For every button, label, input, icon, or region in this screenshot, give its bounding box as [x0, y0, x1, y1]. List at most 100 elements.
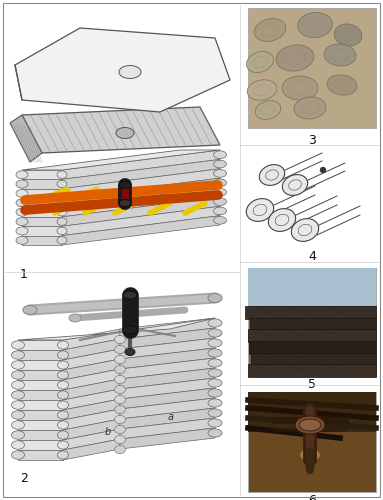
Polygon shape	[120, 408, 215, 429]
Polygon shape	[63, 419, 120, 440]
Ellipse shape	[11, 430, 25, 440]
Ellipse shape	[69, 314, 81, 322]
Ellipse shape	[57, 451, 69, 459]
Ellipse shape	[295, 416, 325, 434]
Ellipse shape	[213, 179, 226, 186]
Ellipse shape	[246, 198, 274, 222]
Ellipse shape	[16, 208, 28, 216]
Ellipse shape	[57, 236, 67, 244]
Ellipse shape	[125, 348, 135, 356]
Bar	[250, 318, 376, 330]
Ellipse shape	[57, 431, 69, 439]
Ellipse shape	[16, 227, 28, 235]
Ellipse shape	[208, 349, 222, 357]
Polygon shape	[18, 340, 63, 350]
Ellipse shape	[57, 381, 69, 389]
Ellipse shape	[247, 80, 277, 100]
Polygon shape	[120, 318, 215, 339]
Ellipse shape	[16, 190, 28, 198]
Ellipse shape	[115, 366, 126, 374]
Ellipse shape	[300, 449, 320, 461]
Ellipse shape	[208, 319, 222, 327]
Polygon shape	[22, 180, 62, 188]
Ellipse shape	[116, 128, 134, 138]
Ellipse shape	[57, 218, 67, 226]
Ellipse shape	[213, 198, 226, 205]
Ellipse shape	[119, 66, 141, 78]
Ellipse shape	[115, 356, 126, 364]
Ellipse shape	[11, 351, 25, 359]
Ellipse shape	[115, 406, 126, 413]
Ellipse shape	[57, 171, 67, 178]
Polygon shape	[18, 430, 63, 440]
Ellipse shape	[115, 346, 126, 354]
Ellipse shape	[57, 421, 69, 429]
Ellipse shape	[213, 160, 226, 168]
Polygon shape	[62, 188, 220, 217]
Bar	[248, 268, 376, 306]
Text: 2: 2	[20, 472, 28, 485]
Ellipse shape	[11, 451, 25, 459]
Ellipse shape	[299, 419, 321, 431]
Ellipse shape	[213, 151, 226, 158]
Polygon shape	[62, 150, 220, 180]
Text: 6: 6	[308, 494, 316, 500]
Polygon shape	[62, 206, 220, 236]
Ellipse shape	[57, 411, 69, 419]
Polygon shape	[120, 338, 215, 359]
Ellipse shape	[208, 329, 222, 337]
Ellipse shape	[213, 207, 226, 215]
Ellipse shape	[57, 351, 69, 359]
Polygon shape	[22, 150, 220, 170]
Polygon shape	[120, 418, 215, 439]
Ellipse shape	[57, 441, 69, 449]
Ellipse shape	[23, 306, 37, 314]
Ellipse shape	[282, 76, 318, 100]
Ellipse shape	[115, 376, 126, 384]
Ellipse shape	[11, 361, 25, 369]
Circle shape	[320, 167, 326, 173]
Text: 3: 3	[308, 134, 316, 147]
Ellipse shape	[208, 409, 222, 417]
Polygon shape	[10, 115, 42, 162]
Polygon shape	[120, 378, 215, 399]
Ellipse shape	[324, 44, 356, 66]
Ellipse shape	[57, 208, 67, 216]
Polygon shape	[120, 428, 215, 449]
Polygon shape	[22, 217, 62, 226]
Polygon shape	[18, 400, 63, 410]
Polygon shape	[62, 160, 220, 188]
Text: a: a	[168, 412, 174, 422]
Polygon shape	[18, 450, 63, 460]
Bar	[251, 352, 376, 366]
Bar	[248, 392, 376, 492]
Bar	[246, 306, 376, 318]
Polygon shape	[63, 339, 120, 360]
Polygon shape	[63, 349, 120, 370]
Polygon shape	[63, 429, 120, 450]
Bar	[248, 268, 376, 376]
Polygon shape	[120, 328, 215, 349]
Polygon shape	[62, 178, 220, 208]
Polygon shape	[22, 107, 220, 153]
Polygon shape	[22, 226, 62, 235]
Ellipse shape	[16, 199, 28, 207]
Polygon shape	[22, 188, 62, 198]
Ellipse shape	[298, 12, 332, 38]
Ellipse shape	[259, 164, 285, 186]
Polygon shape	[63, 439, 120, 460]
Polygon shape	[18, 350, 63, 360]
Ellipse shape	[57, 401, 69, 409]
Ellipse shape	[254, 18, 286, 42]
Polygon shape	[22, 198, 62, 207]
Text: 1: 1	[20, 268, 28, 281]
Bar	[248, 148, 376, 248]
Polygon shape	[120, 368, 215, 389]
Polygon shape	[63, 359, 120, 380]
Ellipse shape	[246, 52, 273, 72]
Ellipse shape	[119, 200, 131, 206]
Bar	[249, 341, 376, 353]
Ellipse shape	[16, 180, 28, 188]
Ellipse shape	[11, 341, 25, 349]
Ellipse shape	[115, 386, 126, 394]
